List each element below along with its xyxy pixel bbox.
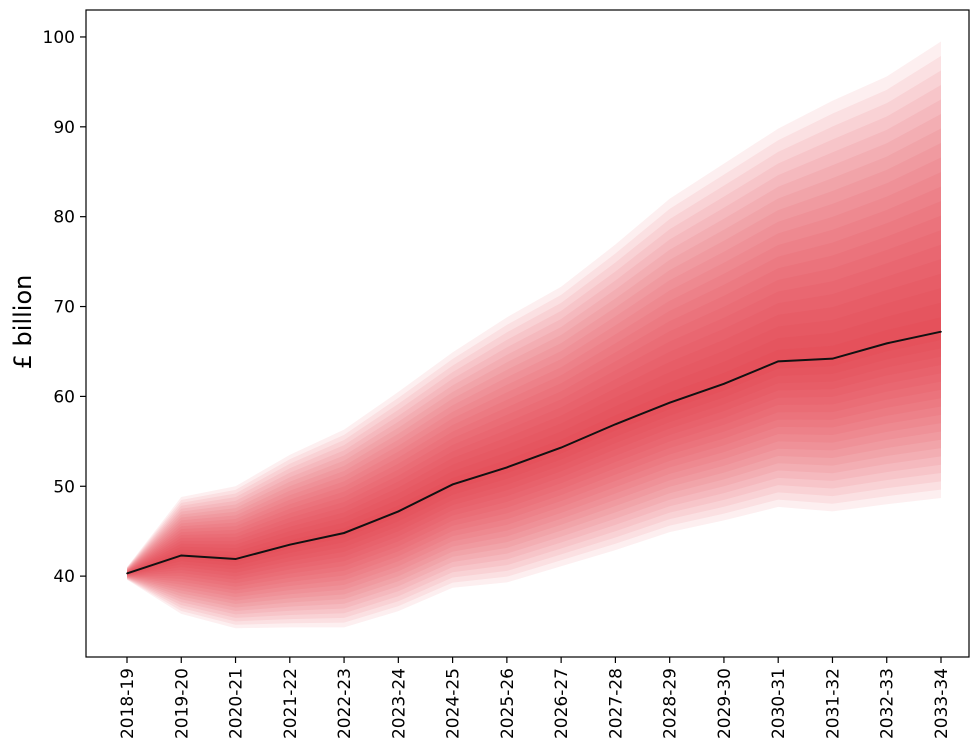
median-point bbox=[343, 532, 345, 534]
fan-band-18 bbox=[127, 288, 941, 575]
fan-band-2 bbox=[127, 55, 941, 625]
x-tick-label: 2029-30 bbox=[715, 668, 735, 739]
median-line bbox=[126, 330, 942, 575]
median-point bbox=[289, 543, 291, 546]
fan-band-6 bbox=[127, 114, 941, 611]
fan-band-11 bbox=[127, 186, 941, 594]
y-axis: 40 50 60 70 80 90 100 bbox=[43, 28, 86, 587]
median-point bbox=[180, 554, 183, 557]
y-tick-label: 100 bbox=[43, 28, 75, 48]
fan-band-15 bbox=[127, 244, 941, 580]
median-point bbox=[885, 342, 888, 345]
x-tick-label: 2019-20 bbox=[172, 668, 192, 739]
y-tick-label: 60 bbox=[53, 387, 75, 407]
x-axis: 2018-19 2019-20 2020-21 2021-22 2022-23 2023-… bbox=[118, 657, 952, 739]
x-tick-label: 2023-24 bbox=[389, 668, 409, 739]
median-point bbox=[668, 401, 671, 404]
median-point bbox=[831, 357, 834, 360]
x-tick-label: 2031-32 bbox=[823, 668, 843, 739]
median-point bbox=[234, 558, 237, 560]
x-tick-label: 2026-27 bbox=[552, 668, 572, 739]
y-tick-label: 70 bbox=[53, 298, 75, 318]
median-point bbox=[777, 360, 779, 363]
x-tick-label: 2024-25 bbox=[444, 668, 464, 739]
fan-bands bbox=[127, 41, 941, 629]
y-axis-label: £ billion bbox=[9, 275, 37, 370]
fan-band-16 bbox=[127, 259, 941, 577]
fan-band-12 bbox=[127, 201, 941, 591]
fan-band-9 bbox=[127, 157, 941, 601]
x-tick-label: 2018-19 bbox=[118, 668, 138, 739]
fan-band-4 bbox=[127, 84, 941, 618]
median-point bbox=[940, 330, 942, 333]
fan-band-19 bbox=[127, 302, 941, 575]
y-tick-label: 40 bbox=[53, 567, 75, 587]
fan-band-13 bbox=[127, 215, 941, 587]
x-tick-label: 2021-22 bbox=[281, 668, 301, 739]
median-point bbox=[451, 483, 454, 486]
fan-band-3 bbox=[127, 70, 941, 622]
median-point bbox=[506, 466, 508, 469]
x-tick-label: 2032-33 bbox=[878, 668, 898, 739]
fan-band-17 bbox=[127, 273, 941, 575]
x-tick-label: 2028-29 bbox=[661, 668, 681, 739]
fan-band-7 bbox=[127, 128, 941, 608]
x-tick-label: 2025-26 bbox=[498, 668, 518, 739]
fan-band-14 bbox=[127, 230, 941, 584]
y-tick-label: 90 bbox=[53, 118, 75, 138]
fan-band-5 bbox=[127, 99, 941, 615]
x-tick-label: 2022-23 bbox=[335, 668, 355, 739]
fan-band-8 bbox=[127, 143, 941, 605]
fan-band-20 bbox=[127, 317, 941, 574]
median-point bbox=[723, 383, 725, 385]
y-tick-label: 50 bbox=[53, 477, 75, 497]
fan-band-10 bbox=[127, 172, 941, 598]
median-point bbox=[614, 423, 617, 426]
median-point bbox=[397, 510, 400, 513]
fan-band-1 bbox=[127, 41, 941, 629]
median-point bbox=[126, 572, 128, 575]
x-tick-label: 2033-34 bbox=[932, 668, 952, 739]
median-point bbox=[560, 446, 562, 449]
x-tick-label: 2027-28 bbox=[606, 668, 626, 739]
x-tick-label: 2030-31 bbox=[769, 668, 789, 739]
plot-frame bbox=[85, 9, 970, 658]
y-tick-label: 80 bbox=[53, 208, 75, 228]
x-tick-label: 2020-21 bbox=[227, 668, 247, 739]
